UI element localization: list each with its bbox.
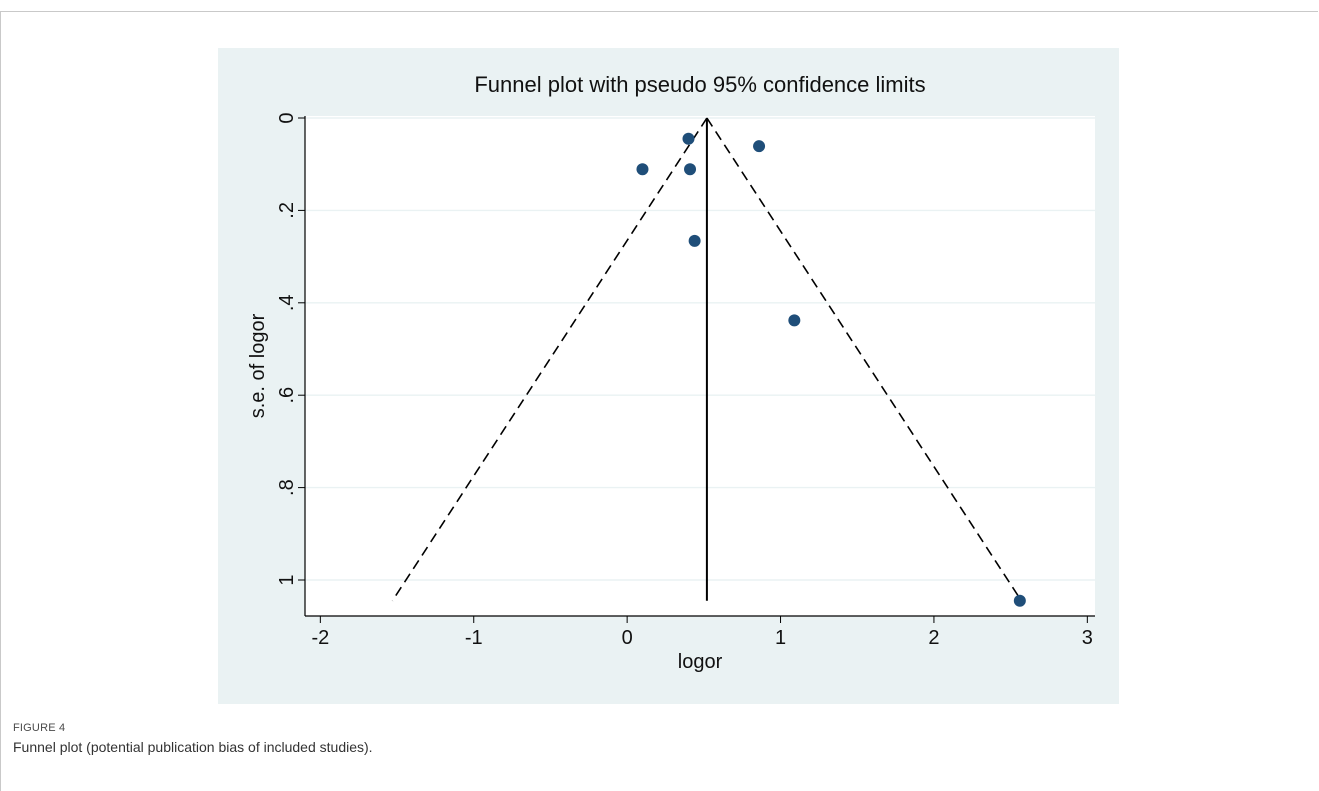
y-tick-label-0: 0 (276, 112, 298, 123)
x-tick-label-3: 1 (775, 627, 786, 649)
data-point-4 (688, 234, 701, 247)
data-point-3 (684, 163, 697, 176)
caption-label: FIGURE 4 (13, 722, 66, 734)
x-tick-label-2: 0 (622, 627, 633, 649)
data-point-0 (682, 132, 695, 145)
data-point-1 (753, 140, 766, 153)
y-tick-label-2: .4 (276, 294, 298, 311)
data-points (636, 132, 1026, 607)
y-tick-label-1: .2 (276, 202, 298, 219)
y-tick-label-5: 1 (276, 574, 298, 585)
y-tick-label-4: .8 (276, 479, 298, 496)
confidence-limits (391, 117, 1023, 602)
figure-frame (0, 11, 1318, 791)
x-tick-label-5: 3 (1082, 627, 1093, 649)
x-tick-label-4: 2 (928, 627, 939, 649)
funnel-plot: -2 -1 0 1 2 3 0 .2 .4 .6 .8 1 Funnel plot with pseu… (247, 72, 1095, 673)
confidence-limit-left (391, 117, 708, 602)
axes (304, 116, 1095, 617)
data-point-2 (636, 163, 649, 176)
tick-marks: -2 -1 0 1 2 3 0 .2 .4 .6 .8 1 (276, 112, 1093, 649)
caption-text: Funnel plot (potential publication bias … (13, 739, 373, 755)
plot-area (305, 116, 1095, 616)
data-point-6 (1013, 594, 1026, 607)
y-axis-label: s.e. of logor (247, 313, 269, 418)
x-tick-label-0: -2 (311, 627, 329, 649)
figure-caption: FIGURE 4 Funnel plot (potential publicat… (13, 722, 373, 755)
chart-title: Funnel plot with pseudo 95% confidence l… (474, 72, 925, 97)
data-point-5 (788, 314, 801, 327)
confidence-limit-right (706, 117, 1023, 602)
x-axis-label: logor (678, 651, 723, 673)
figure-panel: -2 -1 0 1 2 3 0 .2 .4 .6 .8 1 Funnel plot with pseu… (218, 48, 1119, 704)
x-tick-label-1: -1 (465, 627, 483, 649)
grid-lines (305, 117, 1095, 581)
y-tick-label-3: .6 (276, 387, 298, 404)
